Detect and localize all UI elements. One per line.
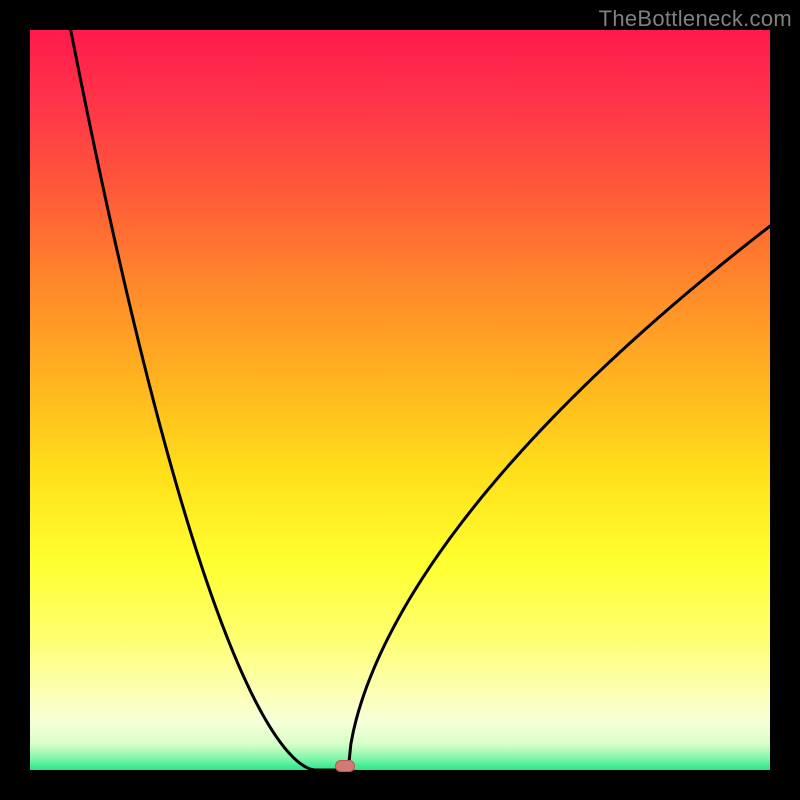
optimum-marker [335,760,355,772]
frame: TheBottleneck.com [0,0,800,800]
bottleneck-curve [30,30,770,770]
watermark-text: TheBottleneck.com [599,6,792,32]
plot-area [30,30,770,770]
